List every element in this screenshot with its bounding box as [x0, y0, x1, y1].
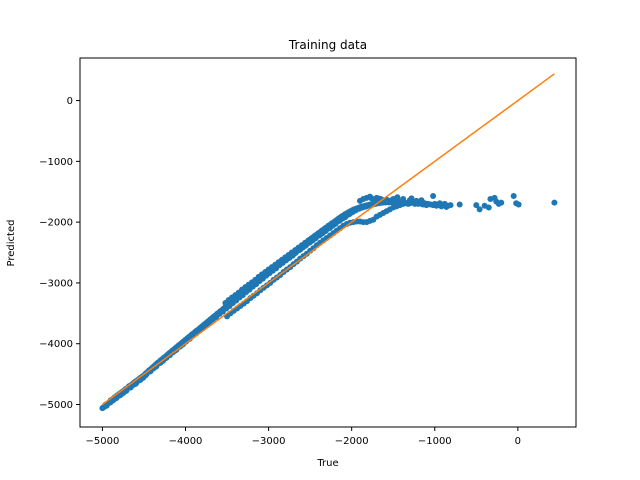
chart-title: Training data	[288, 38, 367, 52]
data-point	[127, 384, 134, 391]
data-point	[418, 197, 425, 204]
data-point	[366, 201, 373, 208]
reference-line-series	[101, 73, 555, 406]
data-point	[485, 204, 492, 211]
data-point	[515, 201, 522, 208]
data-point	[107, 399, 114, 406]
data-point	[207, 317, 214, 324]
data-point	[352, 207, 358, 214]
data-point	[112, 395, 119, 402]
data-point	[345, 210, 352, 217]
data-point	[456, 201, 463, 208]
reference-line	[101, 73, 555, 406]
data-point	[197, 326, 204, 333]
data-point	[202, 321, 209, 328]
plot-frame	[79, 57, 577, 428]
data-point	[132, 380, 139, 387]
y-axis-label: Predicted	[6, 220, 17, 267]
data-point	[476, 206, 483, 213]
x-axis: −5000 −4000 −3000 −2000 −1000 0	[86, 427, 521, 447]
y-tick-label: −4000	[39, 339, 73, 350]
data-point	[217, 309, 224, 316]
data-point	[117, 391, 124, 398]
x-tick-label: −3000	[252, 436, 286, 447]
data-point	[400, 196, 407, 203]
data-point	[212, 313, 219, 320]
data-point	[447, 202, 454, 209]
data-point	[430, 193, 437, 199]
y-tick-label: −5000	[39, 400, 73, 411]
data-point	[361, 203, 368, 210]
y-tick-label: −2000	[39, 218, 73, 229]
data-point	[222, 304, 229, 311]
x-tick-label: −1000	[418, 436, 452, 447]
x-tick-label: −4000	[169, 436, 203, 447]
data-point	[413, 197, 420, 204]
data-point	[510, 193, 517, 199]
data-point	[498, 199, 505, 206]
y-tick-label: −1000	[39, 157, 73, 168]
plot-area	[80, 58, 576, 427]
x-axis-label: True	[316, 458, 338, 469]
data-point	[408, 195, 415, 202]
y-tick-label: 0	[67, 96, 73, 107]
y-tick-label: −3000	[39, 278, 73, 289]
data-point	[473, 202, 480, 209]
x-tick-label: 0	[515, 436, 521, 447]
data-point	[394, 194, 401, 201]
x-tick-label: −5000	[86, 436, 120, 447]
data-point	[551, 199, 558, 206]
y-axis: −5000 −4000 −3000 −2000 −1000 0	[39, 96, 80, 411]
data-point	[356, 205, 363, 212]
data-point	[122, 388, 129, 395]
x-tick-label: −2000	[335, 436, 369, 447]
scatter-series	[99, 193, 558, 412]
